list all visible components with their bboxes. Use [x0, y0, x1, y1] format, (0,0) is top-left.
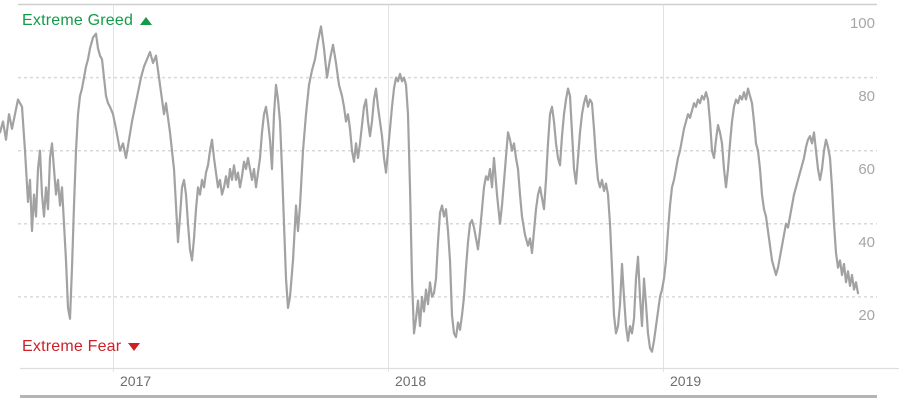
y-axis-tick-label-20: 20 [858, 306, 875, 324]
extreme-greed-text: Extreme Greed [22, 12, 134, 29]
x-axis-tick-label-2017: 2017 [120, 373, 152, 389]
y-axis-tick-label-80: 80 [858, 87, 875, 105]
extreme-greed-label: Extreme Greed [22, 12, 153, 30]
x-axis-tick-label-2018: 2018 [395, 373, 427, 389]
y-axis-tick-label-100: 100 [849, 14, 875, 32]
y-axis-tick-label-40: 40 [858, 233, 875, 251]
y-axis-tick-label-60: 60 [858, 160, 875, 178]
index-line [0, 25, 860, 353]
x-axis-tick-label-2019: 2019 [670, 373, 702, 389]
triangle-up-icon [140, 17, 153, 25]
triangle-down-icon [128, 343, 141, 351]
extreme-fear-label: Extreme Fear [22, 338, 141, 356]
extreme-fear-text: Extreme Fear [22, 338, 122, 355]
